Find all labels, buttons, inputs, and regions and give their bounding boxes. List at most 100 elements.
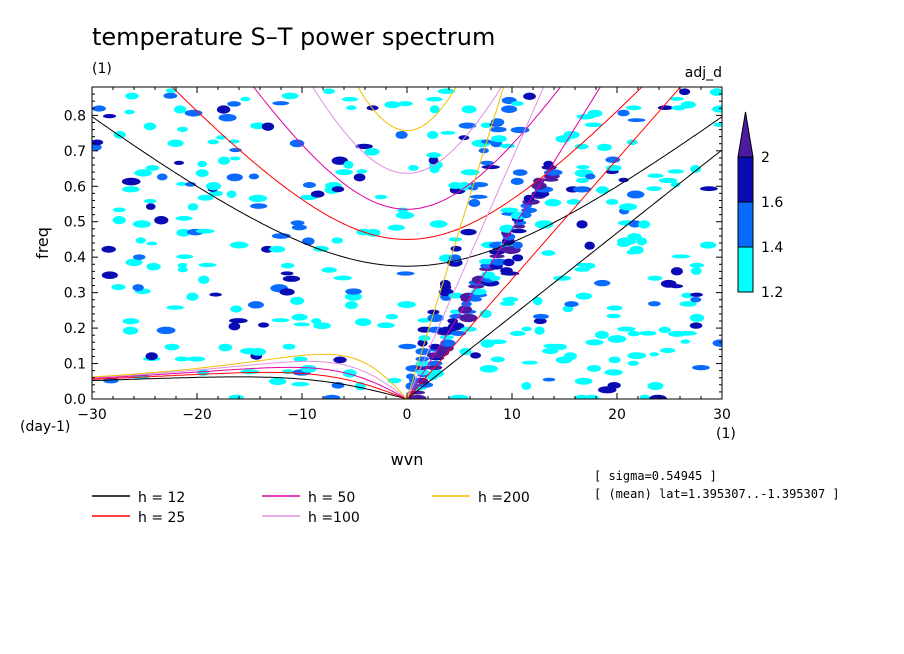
rossby-curve bbox=[92, 353, 408, 399]
heat-cell bbox=[226, 173, 243, 182]
heat-cell bbox=[552, 343, 567, 351]
heat-cell bbox=[345, 301, 358, 310]
heat-cell bbox=[398, 343, 417, 350]
x-tick-label: −30 bbox=[77, 407, 107, 423]
colorbar-label: 2 bbox=[761, 150, 770, 166]
heat-cell bbox=[429, 105, 440, 114]
kelvin-curve bbox=[406, 149, 722, 399]
heat-cell bbox=[92, 105, 106, 112]
heat-cell bbox=[510, 177, 524, 185]
heat-cell bbox=[649, 352, 659, 357]
heat-cell bbox=[198, 262, 217, 268]
heat-cell bbox=[174, 356, 189, 362]
ig-curve bbox=[171, 87, 643, 240]
heat-cell bbox=[354, 318, 372, 327]
colorbar-segment bbox=[737, 201, 754, 248]
heat-cell bbox=[323, 394, 341, 399]
heat-cell bbox=[227, 101, 242, 107]
heat-cell bbox=[606, 305, 623, 311]
heat-cell bbox=[250, 347, 267, 356]
heat-cell bbox=[597, 143, 612, 152]
heat-cell bbox=[333, 275, 353, 281]
heat-cell bbox=[323, 88, 335, 95]
heat-cell bbox=[541, 250, 556, 256]
heat-cell bbox=[333, 356, 347, 364]
heat-cell bbox=[228, 322, 241, 331]
heat-cell bbox=[166, 305, 184, 310]
heat-cell bbox=[461, 301, 472, 307]
heat-cell bbox=[195, 228, 215, 234]
heat-cell bbox=[520, 211, 532, 219]
heat-cell bbox=[447, 322, 465, 331]
heat-cell bbox=[638, 220, 651, 229]
legend-label: h =100 bbox=[308, 510, 360, 526]
heat-cell bbox=[228, 394, 244, 399]
heat-cell bbox=[692, 364, 710, 371]
heat-cell bbox=[439, 335, 454, 340]
x-tick-label: 0 bbox=[403, 407, 412, 423]
heat-cell bbox=[111, 284, 126, 291]
heat-cell bbox=[690, 292, 703, 297]
heat-cell bbox=[272, 101, 290, 106]
heat-cell bbox=[512, 169, 528, 176]
heat-cell bbox=[689, 313, 705, 322]
rossby-curve bbox=[92, 360, 408, 399]
heat-cell bbox=[647, 173, 664, 178]
heat-cell bbox=[470, 352, 482, 359]
kelvin-curve bbox=[406, 87, 601, 399]
heat-cell bbox=[310, 190, 325, 198]
heat-cell bbox=[489, 254, 505, 259]
heat-cell bbox=[300, 364, 317, 373]
heat-cell bbox=[469, 194, 488, 199]
heat-cell bbox=[458, 122, 477, 129]
heat-cell bbox=[574, 267, 591, 272]
chart-title: temperature S–T power spectrum bbox=[92, 23, 495, 51]
heat-cell bbox=[534, 220, 554, 229]
heat-cell bbox=[509, 330, 526, 336]
heat-cell bbox=[627, 360, 639, 366]
heat-cell bbox=[594, 279, 611, 287]
heat-cell bbox=[103, 377, 119, 384]
heat-cell bbox=[648, 301, 661, 307]
heat-cell bbox=[135, 237, 146, 244]
heat-cell bbox=[154, 216, 169, 225]
heat-cell bbox=[426, 152, 441, 158]
heat-cell bbox=[461, 105, 477, 114]
y-tick-label: 0.6 bbox=[64, 179, 86, 195]
heat-cell bbox=[606, 313, 621, 319]
heat-cell bbox=[503, 258, 515, 267]
heat-cell bbox=[625, 105, 642, 111]
heat-cell bbox=[331, 237, 343, 244]
heat-cell bbox=[510, 228, 527, 234]
heat-cell bbox=[458, 182, 471, 191]
heat-cell bbox=[490, 135, 507, 143]
heat-cell bbox=[689, 322, 703, 329]
heat-cell bbox=[480, 122, 492, 128]
heat-cell bbox=[575, 292, 592, 300]
y-tick-label: 0.0 bbox=[64, 392, 86, 408]
heat-cell bbox=[143, 122, 157, 131]
heat-cell bbox=[562, 305, 574, 313]
heat-cell bbox=[499, 301, 515, 306]
heat-cell bbox=[248, 173, 260, 180]
heat-cell bbox=[639, 394, 650, 399]
heat-cell bbox=[617, 326, 636, 332]
heat-cell bbox=[468, 186, 479, 191]
heat-cell bbox=[439, 279, 451, 289]
heat-cell bbox=[112, 207, 126, 213]
heat-cell bbox=[282, 343, 296, 350]
heat-cell bbox=[490, 356, 505, 363]
heat-cell bbox=[468, 296, 482, 302]
heat-cell bbox=[427, 130, 439, 139]
heat-cell bbox=[639, 330, 657, 336]
y-tick-label: 0.8 bbox=[64, 108, 86, 124]
heat-cell bbox=[229, 318, 248, 324]
heat-cell bbox=[230, 241, 249, 249]
heat-cell bbox=[627, 118, 646, 123]
heat-cell bbox=[341, 96, 359, 102]
heat-cell bbox=[480, 160, 494, 166]
heat-cell bbox=[649, 394, 667, 399]
x-tick-label: 30 bbox=[713, 407, 731, 423]
heat-cell bbox=[576, 177, 589, 183]
heat-cell bbox=[132, 220, 152, 228]
